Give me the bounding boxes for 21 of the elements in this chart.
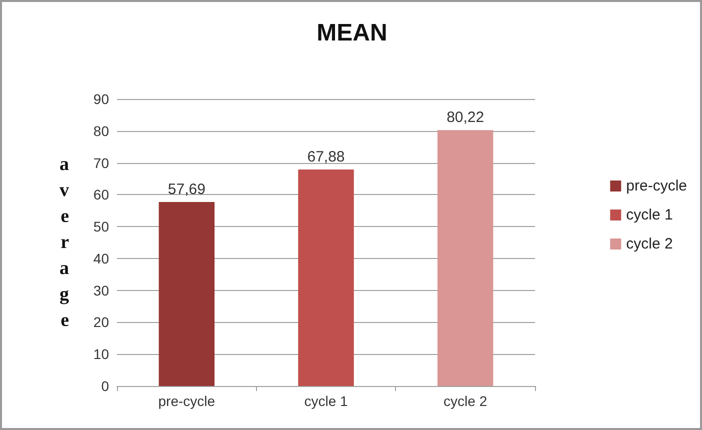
y-tick-label: 80 <box>93 122 110 139</box>
y-tick-label: 60 <box>93 186 110 203</box>
chart-title: MEAN <box>316 20 388 46</box>
legend-label: cycle 2 <box>626 236 673 252</box>
y-tick-label: 0 <box>101 378 110 394</box>
y-tick-label: 90 <box>93 91 110 107</box>
y-tick-label: 20 <box>93 314 110 330</box>
y-tick-label: 70 <box>93 154 110 171</box>
legend-label: cycle 1 <box>626 206 673 224</box>
data-label: 80,22 <box>446 109 484 126</box>
y-tick-label: 50 <box>93 218 110 235</box>
data-label: 57,69 <box>168 181 206 198</box>
y-tick-label: 40 <box>93 250 110 266</box>
x-tick-label: pre-cycle <box>158 393 216 409</box>
y-tick-label: 30 <box>93 282 110 298</box>
data-label: 67,88 <box>307 148 345 166</box>
x-tick-label: cycle 2 <box>444 393 488 409</box>
legend-label: pre-cycle <box>626 178 688 194</box>
y-tick-label: 10 <box>93 346 110 362</box>
y-axis-title: average <box>60 154 70 331</box>
x-tick-label: cycle 1 <box>304 393 348 409</box>
